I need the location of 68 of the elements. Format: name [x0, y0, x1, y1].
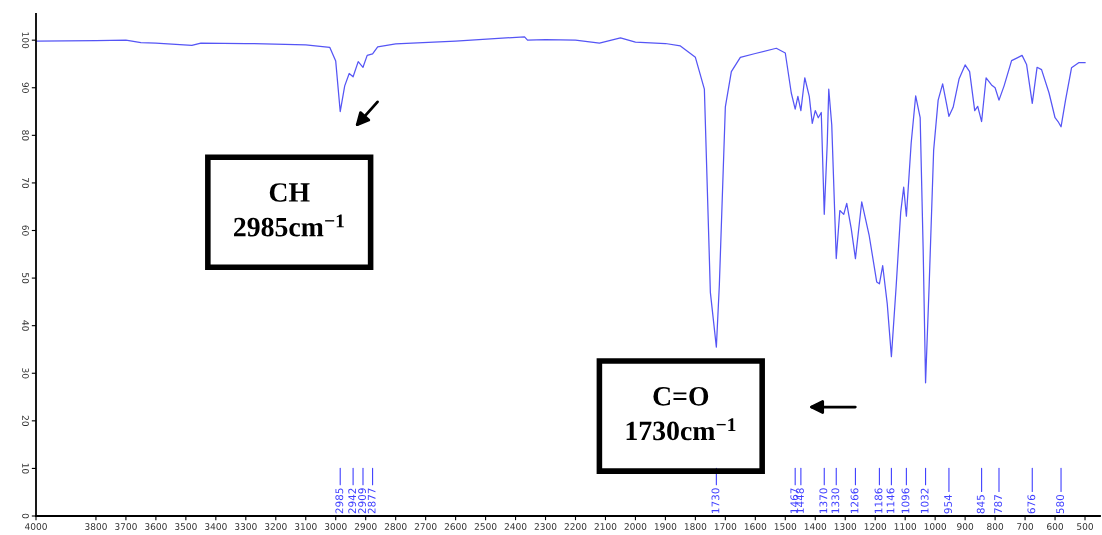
x-tick-label: 2700: [414, 523, 437, 530]
annotation: 2877: [367, 488, 376, 514]
annotation: 1096: [901, 488, 910, 513]
x-tick-label: 4000: [24, 523, 47, 530]
x-tick-label: 1300: [834, 523, 857, 530]
annotation: 2909: [358, 488, 367, 514]
y-tick-label: 60: [22, 225, 29, 236]
annotation: CH 2985cm$^{−1}$: [234, 183, 344, 237]
x-tick-label: 1500: [774, 523, 797, 530]
x-tick-label: 2200: [564, 523, 587, 530]
y-tick-label: 50: [22, 273, 29, 284]
annotation: 1370: [819, 488, 828, 513]
x-tick-label: 700: [1017, 523, 1034, 530]
x-tick-label: 1400: [804, 523, 827, 530]
y-tick-label: 70: [22, 177, 29, 189]
x-tick-label: 600: [1047, 523, 1064, 530]
x-tick-label: 3300: [235, 523, 257, 530]
y-tick-label: 100: [22, 32, 29, 49]
y-tick-label: 80: [22, 130, 29, 141]
x-tick-label: 3700: [115, 523, 137, 530]
annotation: 2942: [348, 488, 357, 514]
x-tick-label: 2800: [384, 523, 407, 530]
line-series: [36, 36, 1086, 384]
annotation: 1186: [874, 488, 883, 513]
x-tick-label: 3200: [264, 523, 287, 530]
x-tick-label: 3800: [85, 523, 107, 530]
x-tick-label: 1600: [744, 523, 767, 530]
annotation: 845: [976, 495, 985, 514]
x-tick-label: 3600: [145, 523, 167, 530]
annotation: C=O 1730cm$^{−1}$: [626, 386, 736, 441]
x-tick-label: 2500: [474, 523, 497, 530]
annotation: 676: [1027, 494, 1036, 514]
annotation: 1730: [711, 488, 720, 513]
x-tick-label: 800: [987, 523, 1004, 530]
annotation: 787: [994, 495, 1003, 514]
x-tick-label: 500: [1077, 523, 1094, 530]
y-tick-label: 10: [22, 463, 29, 474]
x-tick-label: 900: [957, 523, 974, 530]
y-tick-label: 30: [22, 368, 29, 379]
y-tick-label: 90: [22, 82, 29, 93]
x-tick-label: 2600: [444, 523, 467, 530]
annotation: 1467: [790, 488, 799, 513]
annotation: 2985: [335, 488, 344, 514]
y-tick-label: 20: [22, 415, 29, 426]
x-tick-label: 1800: [684, 523, 707, 530]
y-tick-label: 40: [22, 320, 29, 331]
x-tick-label: 2300: [534, 523, 557, 530]
annotation: 1146: [886, 488, 895, 513]
annotation: 954: [944, 494, 952, 514]
annotation: 1266: [850, 488, 859, 513]
x-tick-label: 3400: [205, 523, 227, 530]
annotation: 1448: [796, 488, 804, 513]
x-tick-label: 1000: [924, 523, 947, 530]
x-tick-label: 1700: [714, 523, 737, 530]
x-tick-label: 3000: [324, 523, 347, 530]
x-tick-label: 2400: [504, 523, 527, 530]
annotation: 580: [1056, 494, 1065, 514]
y-tick-label: 0: [22, 513, 29, 519]
x-tick-label: 2100: [594, 523, 617, 530]
annotation: 1032: [920, 488, 929, 513]
x-tick-label: 2000: [624, 523, 647, 530]
x-tick-label: 2900: [354, 523, 377, 530]
x-tick-label: 1200: [864, 523, 887, 530]
x-tick-label: 3100: [294, 523, 317, 530]
annotation: 1330: [831, 488, 840, 513]
x-tick-label: 1900: [654, 523, 677, 530]
x-tick-label: 3500: [175, 523, 197, 530]
x-tick-label: 1100: [894, 523, 917, 530]
